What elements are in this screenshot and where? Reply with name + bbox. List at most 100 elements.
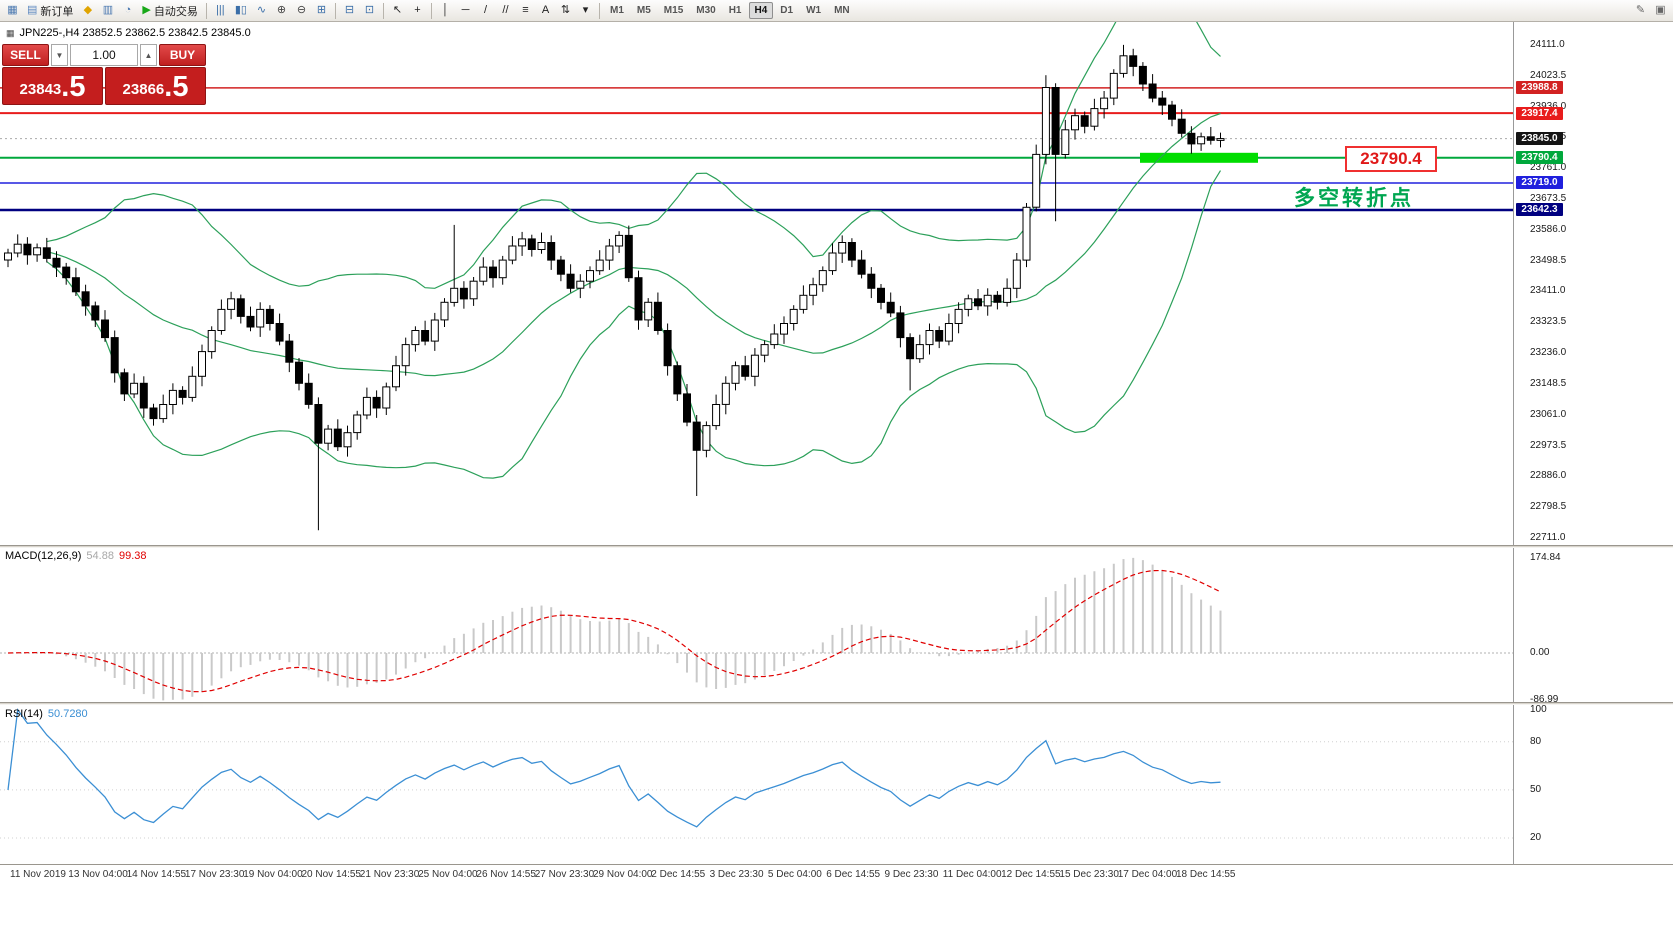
line-chart-icon[interactable]: ∿	[252, 1, 271, 20]
turning-point-annotation: 多空转折点	[1294, 187, 1414, 210]
zoom-in-icon[interactable]: ⊕	[272, 1, 291, 20]
buy-price-dec: .5	[164, 71, 189, 103]
axis-separator	[1513, 22, 1514, 865]
volume-increase-button[interactable]: ▲	[140, 44, 157, 66]
rsi-axis-label: 100	[1530, 703, 1547, 715]
time-axis-label: 18 Dec 14:55	[1176, 869, 1236, 880]
data-window-icon[interactable]: ▥	[98, 1, 117, 20]
autotrade-glyph: ▶	[142, 4, 151, 16]
timeframe-h4-button[interactable]: H4	[748, 2, 774, 19]
time-axis-label: 26 Nov 14:55	[476, 869, 536, 880]
new-order-button-label: 新订单	[40, 5, 74, 18]
sell-price-display[interactable]: 23843.5	[2, 67, 103, 105]
bar-chart-icon[interactable]: |||	[211, 1, 230, 20]
market-watch-icon-glyph: ◆	[83, 4, 93, 16]
grid-icon[interactable]: ⊞	[312, 1, 331, 20]
macd-label: MACD(12,26,9) 54.88 99.38	[5, 550, 146, 562]
price-axis-label: 22798.5	[1530, 501, 1567, 513]
fibonacci-icon[interactable]: ≡	[516, 1, 535, 20]
buy-button[interactable]: BUY	[159, 44, 206, 66]
pane-splitter-macd[interactable]	[0, 545, 1673, 548]
candlestick-chart-icon[interactable]: ▮▯	[231, 1, 251, 20]
timeframe-h1-button[interactable]: H1	[728, 5, 742, 16]
candlestick-chart-icon-glyph: ▮▯	[234, 4, 247, 16]
cascade-windows-icon[interactable]: ⊡	[360, 1, 379, 20]
price-axis-label: 23148.5	[1530, 377, 1567, 389]
cursor-icon-glyph: ↖	[392, 4, 403, 16]
price-axis-label: 23323.5	[1530, 316, 1567, 328]
price-tag: 23790.4	[1516, 151, 1563, 165]
price-tag: 23988.8	[1516, 81, 1563, 95]
cascade-windows-icon-glyph: ⊡	[364, 4, 375, 16]
channel-icon[interactable]: //	[496, 1, 515, 20]
time-axis-label: 12 Dec 14:55	[1001, 869, 1061, 880]
macd-axis-label: -86.99	[1530, 694, 1559, 706]
timeframe-m5-button[interactable]: M5	[636, 5, 651, 16]
new-order-button[interactable]: ▤ 新订单	[23, 1, 77, 20]
vertical-line-icon-glyph: │	[442, 4, 449, 16]
navigator-icon[interactable]: ◔	[118, 1, 137, 20]
chart-properties-icon[interactable]: ✎	[1631, 1, 1650, 20]
toolbar: ▦ ▤ 新订单 ◆ ▥ ◔ ▶ 自动交易 ||| ▮▯ ∿ ⊕ ⊖ ⊞ ⊟ ⊡ ↖ + │ ─ ///≡ A ⇅ ▾ M1 M5 M…	[0, 0, 1673, 22]
price-axis-label: 23411.0	[1530, 285, 1566, 297]
price-annotation-box: 23790.4	[1345, 146, 1437, 172]
channel-icon-glyph: //	[502, 4, 509, 16]
timeframe-m1-button[interactable]: M1	[609, 5, 624, 16]
time-axis-label: 17 Nov 23:30	[184, 869, 245, 880]
buy-price-int: 23866	[122, 81, 165, 98]
timeframe-m30-button[interactable]: M30	[696, 5, 716, 16]
volume-input[interactable]: 1.00	[70, 44, 138, 66]
grid-icon-glyph: ⊞	[316, 4, 327, 16]
price-axis-label: 23061.0	[1530, 408, 1567, 420]
time-axis-label: 3 Dec 23:30	[709, 869, 764, 880]
macd-axis-label: 0.00	[1530, 647, 1550, 659]
toolbar-separator	[205, 2, 207, 19]
macd-name: MACD(12,26,9)	[5, 550, 82, 562]
market-watch-icon[interactable]: ◆	[78, 1, 97, 20]
symbol-title: ▦ JPN225-,H4 23852.5 23862.5 23842.5 238…	[6, 27, 251, 39]
chart-window-icon[interactable]: ▦	[3, 1, 22, 20]
price-axis-label: 23236.0	[1530, 347, 1567, 359]
autotrade-button[interactable]: ▶ 自动交易	[138, 1, 201, 20]
rsi-label: RSI(14) 50.7280	[5, 708, 88, 720]
docking-icon[interactable]: ▣	[1651, 1, 1670, 20]
price-axis[interactable]: 24111.024023.523936.023848.523761.023673…	[1513, 0, 1673, 946]
price-axis-label: 23586.0	[1530, 223, 1567, 235]
timeframe-d1-button[interactable]: D1	[780, 5, 794, 16]
cursor-icon[interactable]: ↖	[388, 1, 407, 20]
timeframe-m15-button[interactable]: M15	[663, 5, 684, 16]
pane-splitter-rsi[interactable]	[0, 702, 1673, 705]
arrows-icon[interactable]: ⇅	[556, 1, 575, 20]
sell-button[interactable]: SELL	[2, 44, 49, 66]
zoom-out-icon[interactable]: ⊖	[292, 1, 311, 20]
crosshair-icon-glyph: +	[414, 4, 421, 16]
timeframe-mn-button[interactable]: MN	[834, 5, 850, 16]
time-axis[interactable]: 11 Nov 2019 13 Nov 04:00 14 Nov 14:55 17 No…	[0, 865, 1513, 946]
volume-decrease-button[interactable]: ▼	[51, 44, 68, 66]
trendline-icon[interactable]: /	[476, 1, 495, 20]
text-label-icon[interactable]: A	[536, 1, 555, 20]
bar-chart-icon-glyph: |||	[216, 4, 225, 16]
time-axis-label: 15 Dec 23:30	[1059, 869, 1119, 880]
time-axis-label: 20 Nov 14:55	[301, 869, 362, 880]
price-axis-label: 24111.0	[1530, 38, 1565, 50]
shapes-dropdown-icon[interactable]: ▾	[576, 1, 595, 20]
one-click-trade-panel: SELL ▼ 1.00 ▲ BUY 23843.5 23866.5	[2, 44, 206, 105]
time-axis-label: 9 Dec 23:30	[884, 869, 939, 880]
rsi-value: 50.7280	[47, 708, 88, 720]
crosshair-icon[interactable]: +	[408, 1, 427, 20]
horizontal-line-icon[interactable]: ─	[456, 1, 475, 20]
tile-windows-icon[interactable]: ⊟	[340, 1, 359, 20]
price-axis-label: 23673.5	[1530, 192, 1567, 204]
time-axis-label: 11 Dec 04:00	[942, 869, 1002, 880]
time-axis-label: 27 Nov 23:30	[534, 869, 595, 880]
docking-icon-glyph: ▣	[1655, 4, 1666, 16]
vertical-line-icon[interactable]: │	[436, 1, 455, 20]
sell-price-dec: .5	[61, 71, 86, 103]
buy-price-display[interactable]: 23866.5	[105, 67, 206, 105]
fibonacci-icon-glyph: ≡	[522, 4, 529, 16]
rsi-name: RSI(14)	[5, 708, 43, 720]
timeframe-w1-button[interactable]: W1	[806, 5, 822, 16]
time-axis-label: 19 Nov 04:00	[243, 869, 303, 880]
